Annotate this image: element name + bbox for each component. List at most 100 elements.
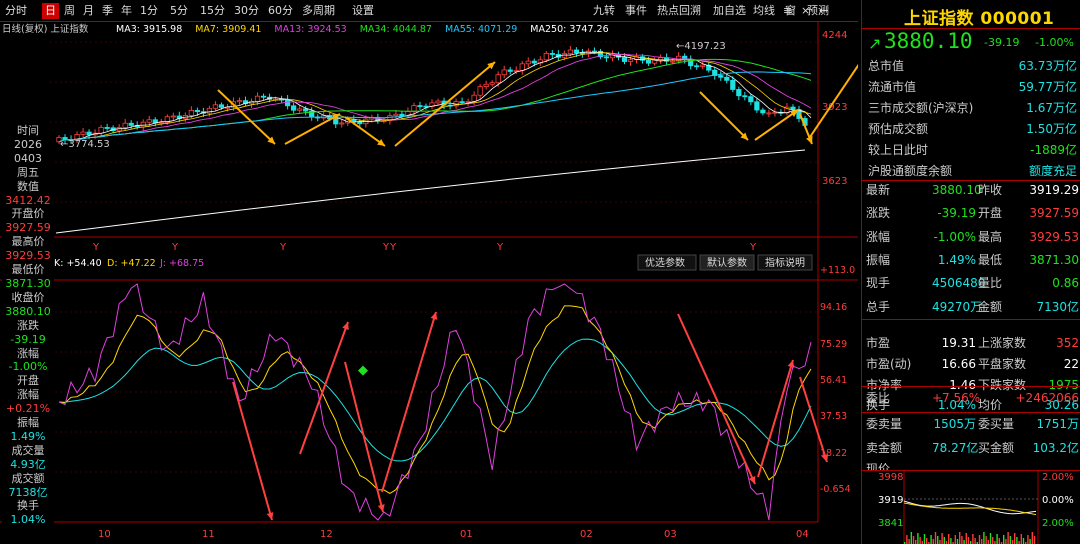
period-toolbar: 分时 日周月季年 1分 5分 15分 30分 60分 多周期 设置 九转 事件 热点回溯 加自选 均线窗预… [0,0,858,22]
period-tab-2[interactable]: 周 [64,4,75,17]
quote-label: 总手 [866,299,891,314]
toolbar-tool-1[interactable]: 事件 [625,4,647,17]
quote-label: 最高 [978,229,1003,244]
toolbar-tool-3[interactable]: 加自选 [713,4,746,17]
high-annotation: ←4197.23 [676,41,726,52]
quote-pair-row: 振幅 1.49% 最低 3871.30 [862,250,1080,271]
metric-label: 流通市值 [868,80,917,94]
red-trend-arrow [232,381,273,521]
toolbar-tool-6[interactable]: 预测 [807,4,829,17]
period-tab-5[interactable]: 年 [121,4,132,17]
quote-label: 委比 [866,391,891,405]
period-tab-10[interactable]: 60分 [268,4,293,17]
candle-body [303,108,309,112]
period-tab-11[interactable]: 多周期 [302,4,335,17]
data-window-line: 收盘价 [11,290,45,304]
price-change: -39.19 [984,36,1020,49]
data-window-line: 3880.10 [5,304,51,318]
period-tab-3[interactable]: 月 [83,4,94,17]
mini-volume-bar [1020,534,1022,544]
toolbar-tool-0[interactable]: 九转 [593,4,615,17]
toolbar-tool-2[interactable]: 热点回溯 [657,4,701,17]
main-chart-area[interactable]: 日线(复权) 上证指数 MA3: 3915.98 MA7: 3909.41 MA13:… [0,22,879,544]
kdj-param-button-label[interactable]: 默认参数 [707,256,747,269]
kdj-param-button-label[interactable]: 指标说明 [765,256,805,269]
quote-panel: 上证指数 000001 ↗ 3880.10 -39.19 -1.00% 总市值 6… [861,0,1080,544]
low-annotation: ←3774.53 [60,139,110,150]
kdj-axis-label: 37.53 [820,411,847,422]
quote-value: 16.66 [941,356,976,371]
kdj-axis-label: -0.654 [820,484,851,495]
quote-label: 市盈 [866,336,891,350]
period-tab-8[interactable]: 15分 [200,4,225,17]
candle-body [513,70,519,72]
quote-pair-row: 市净率 1.46 下跌家数 1975 [862,375,1080,396]
mini-volume-bar [994,541,996,544]
mini-volume-bar [941,533,943,544]
period-tab-9[interactable]: 30分 [234,4,259,17]
period-tab-4[interactable]: 季 [102,4,113,17]
period-tab-7[interactable]: 5分 [170,4,188,17]
period-tab-12[interactable]: 设置 [352,4,374,17]
date-axis-label: 01 [460,529,473,540]
candle-body [507,69,513,72]
data-window-line: -1.00% [8,360,48,374]
menu-icon[interactable]: ≡ [783,4,793,17]
kdj-param-button[interactable] [699,254,755,271]
metric-label: 预估成交额 [868,122,929,136]
kdj-param-button[interactable] [637,254,697,271]
mini-volume-bar [1027,535,1029,544]
candle-body [567,49,573,55]
data-window-line: 3412.42 [5,193,51,207]
red-trend-arrow [799,376,828,463]
kdj-param-button-label[interactable]: 优选参数 [645,256,685,269]
quote-label: 市净率 [866,377,903,392]
quote-pair-row: 最新 3880.10 昨收 3919.29 [862,180,1080,201]
date-axis-label: 10 [98,529,111,540]
data-window-line: 2026 [14,137,42,151]
quote-value: 49270万 [932,299,983,314]
candle-body [766,112,772,115]
mini-intraday-chart[interactable]: 3998 3919 3841 2.00% 0.00% 2.00% [862,470,1080,544]
candle-body [627,59,634,62]
data-window-line: 涨幅 [17,346,39,360]
period-tab-1[interactable]: 日 [42,3,59,19]
mini-volume-bar [996,534,998,544]
kdj-line [58,305,812,494]
candlestick-kdj-chart[interactable]: 日线(复权) 上证指数 MA3: 3915.98 MA7: 3909.41 MA13:… [0,22,879,544]
candle-body [706,64,712,71]
mini-volume-bar [961,536,963,544]
toolbar-tool-4[interactable]: 均线 [753,4,775,17]
kdj-axis-label: 56.41 [820,375,847,386]
candle-body [104,127,110,129]
arrow-head [787,360,795,368]
toolbar-tool-5[interactable]: 窗 [785,4,796,17]
kdj-line [58,283,812,521]
quote-value: 3919.29 [1029,183,1079,197]
ma-legend-item: MA250: 3747.26 [530,24,608,35]
data-window-line: 1.49% [10,429,46,443]
candle-body [621,56,628,62]
data-window-line: 换手 [17,499,39,513]
mini-pct-label: 0.00% [1042,495,1074,506]
back-icon[interactable]: ← [819,4,829,17]
period-tab-0[interactable]: 分时 [5,4,27,17]
quote-value: 3880.10 [932,183,982,197]
arrow-head [430,312,438,320]
candle-body [495,74,501,84]
candle-body [597,50,604,58]
quote-value: 7130亿 [1036,299,1079,314]
period-tab-6[interactable]: 1分 [140,4,158,17]
kdj-legend-d: D: +47.22 [107,258,156,269]
ma-legend-item: MA55: 4071.29 [445,24,517,35]
mini-volume-bar [1022,538,1025,544]
close-icon[interactable]: × [801,4,811,17]
order-ratio-row: 委比 +7.56% +2462066 [862,388,1080,409]
candle-body [164,116,170,123]
kdj-param-button[interactable] [757,254,813,271]
quote-label: 买金额 [978,441,1015,455]
mini-volume-bar [930,535,932,544]
quote-label: 最新 [866,183,891,197]
mini-volume-bar [926,538,928,544]
kdj-axis-label: +113.0 [820,265,855,276]
